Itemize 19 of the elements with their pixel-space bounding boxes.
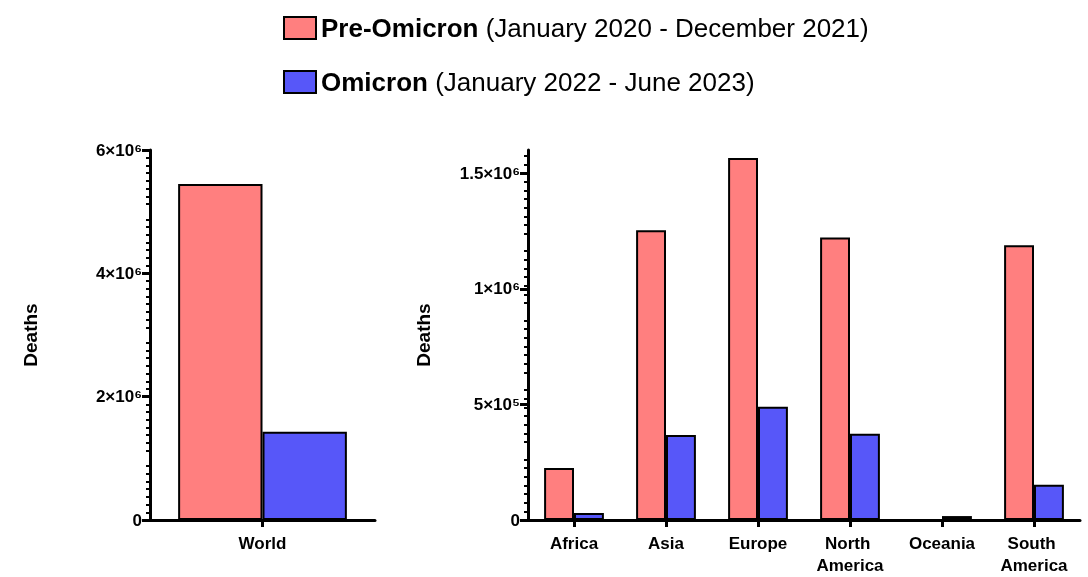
y-tick-label: 2×10⁶ (95, 387, 142, 407)
x-tick-label: Oceania (908, 533, 976, 553)
y-tick-label: 6×10⁶ (95, 140, 142, 160)
y-tick-label: 5×10⁵ (473, 394, 520, 414)
y-tick-label: 1.5×10⁶ (459, 163, 520, 183)
y-tick-label: 0 (132, 510, 142, 530)
y-axis-title: Deaths (20, 303, 41, 367)
x-tick-label: Africa (549, 533, 599, 553)
legend-label: Omicron (January 2022 - June 2023) (321, 67, 755, 97)
y-tick-label: 1×10⁶ (473, 279, 520, 299)
x-tick-label: Europe (728, 533, 788, 553)
x-tick-label: Asia (648, 533, 685, 553)
legend-label: Pre-Omicron (January 2020 - December 2021) (321, 13, 869, 43)
x-tick-label: South America (1000, 533, 1069, 575)
y-tick-label: 0 (510, 510, 520, 530)
x-tick-label: World (238, 533, 287, 553)
y-axis-title: Deaths (413, 303, 434, 367)
x-tick-label: North America (816, 533, 885, 575)
y-tick-label: 4×10⁶ (95, 263, 142, 283)
